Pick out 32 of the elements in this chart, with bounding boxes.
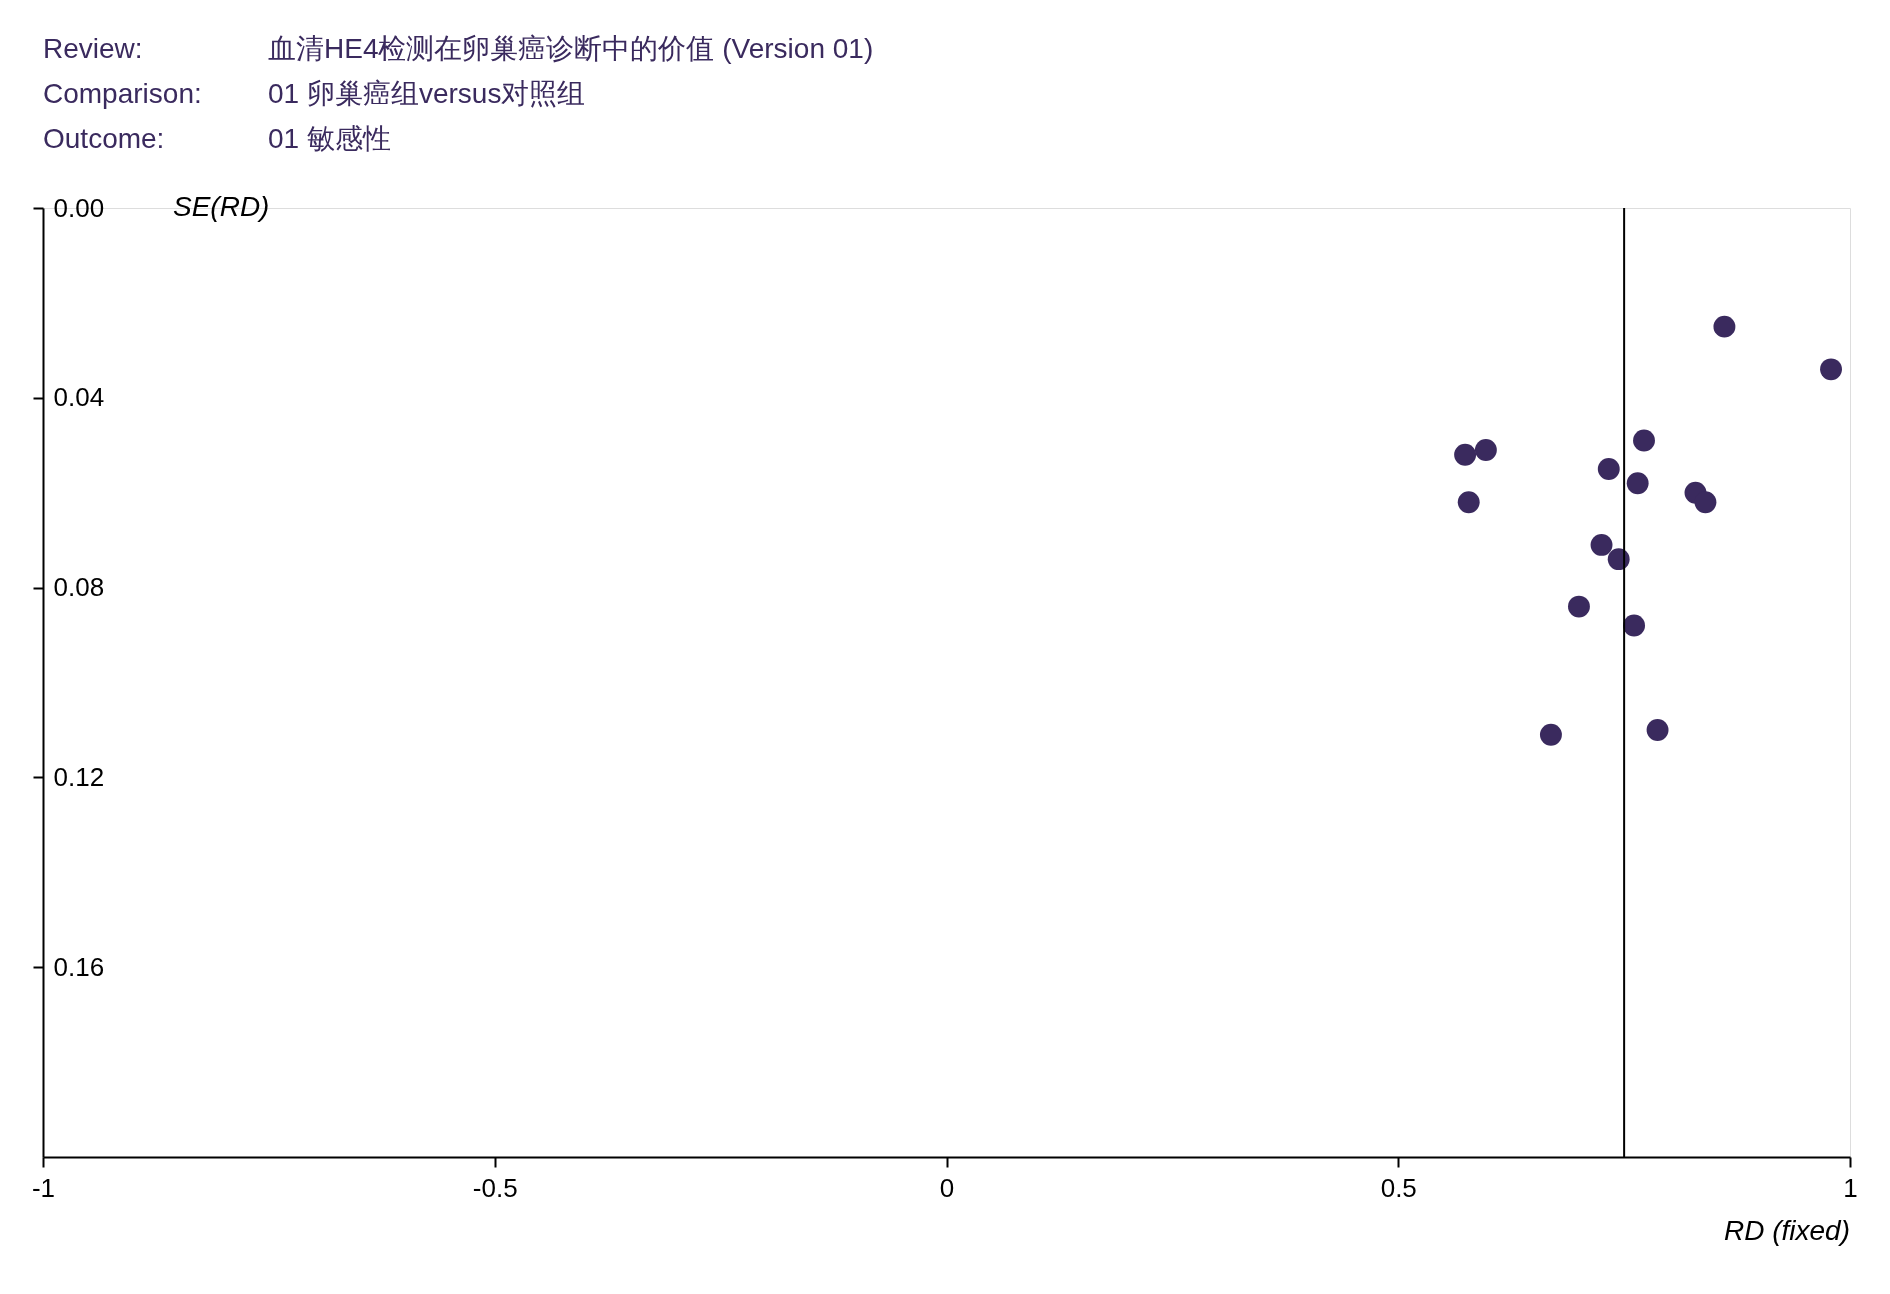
y-tick-label: 0.16 [53,951,105,982]
point [1568,595,1590,618]
point [1539,723,1562,746]
text: 01 卵巢癌组versus对照组 [268,78,586,109]
point [1820,358,1842,381]
point [1646,719,1669,741]
x-axis-title: RD (fixed) [1723,1215,1850,1246]
x-tick-label: -1 [31,1172,56,1203]
text: 血清HE4检测在卵巢癌诊断中的价值 (Version 01) [268,33,874,64]
x-tick-label: -0.5 [472,1172,518,1203]
y-tick-label: 0.00 [53,192,105,223]
y-tick-label: 0.08 [53,572,105,603]
point [1713,315,1736,338]
text: Comparison: [43,78,202,109]
text: Outcome: [43,123,165,154]
x-tick-label: 0 [939,1172,955,1203]
point [1474,439,1497,461]
text: 01 敏感性 [268,123,391,154]
y-tick-label: 0.04 [53,382,105,413]
point [1590,533,1613,556]
point [1633,429,1655,452]
point [1623,614,1646,637]
point [1597,458,1620,480]
y-tick-label: 0.12 [53,761,105,792]
point [1694,491,1717,514]
x-tick-label: 0.5 [1380,1172,1417,1203]
x-tick-label: 1 [1843,1172,1858,1203]
point [1457,491,1480,514]
text: Review: [43,33,143,64]
point [1626,472,1649,495]
point [1454,443,1477,466]
y-axis-title: SE(RD) [173,191,270,222]
